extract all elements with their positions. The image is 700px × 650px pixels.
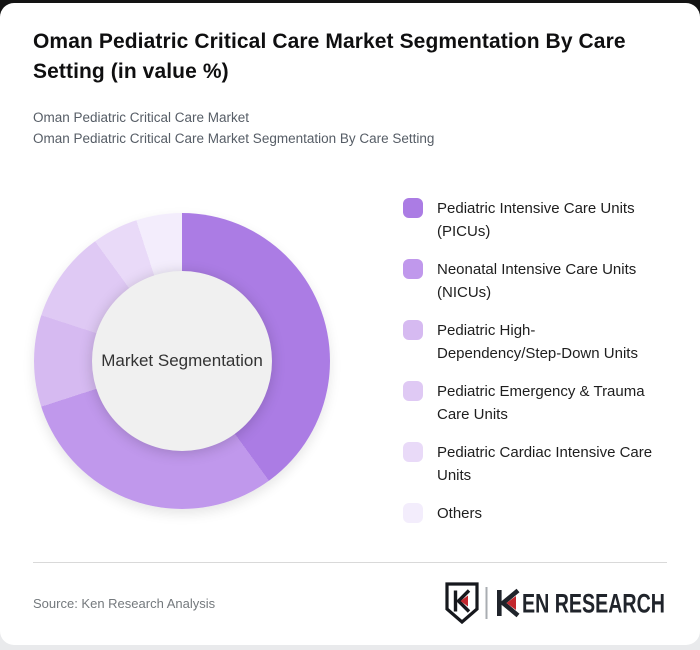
donut-chart: Market Segmentation	[34, 213, 330, 509]
legend-label: Pediatric High-Dependency/Step-Down Unit…	[437, 322, 638, 362]
chart-card: Oman Pediatric Critical Care Market Segm…	[0, 3, 700, 645]
shield-k-icon	[445, 582, 479, 624]
ken-research-logo: EN RESEARCH	[445, 582, 667, 624]
chart-title: Oman Pediatric Critical Care Market Segm…	[33, 30, 626, 83]
legend-swatch	[403, 198, 423, 218]
legend-swatch	[403, 320, 423, 340]
legend-item-cardiac[interactable]: Pediatric Cardiac Intensive Care Units	[403, 441, 667, 487]
logo-wordmark-text: EN RESEARCH	[522, 589, 665, 619]
footer-divider	[33, 562, 667, 563]
legend-swatch	[403, 381, 423, 401]
legend-swatch	[403, 259, 423, 279]
subtitle-line-1: Oman Pediatric Critical Care Market	[33, 110, 250, 125]
legend-label: Neonatal Intensive Care Units (NICUs)	[437, 261, 637, 301]
footer: Source: Ken Research Analysis	[33, 563, 667, 643]
ken-research-logo-graphic: EN RESEARCH	[445, 582, 665, 624]
legend-swatch	[403, 442, 423, 462]
legend-item-others[interactable]: Others	[403, 502, 667, 525]
legend-label: Pediatric Intensive Care Units (PICUs)	[437, 200, 635, 240]
legend-label: Pediatric Cardiac Intensive Care Units	[437, 444, 653, 484]
legend-label: Pediatric Emergency & Trauma Care Units	[437, 383, 645, 423]
chart-legend: Pediatric Intensive Care Units (PICUs) N…	[403, 197, 667, 525]
legend-swatch	[403, 503, 423, 523]
legend-label: Others	[437, 505, 483, 522]
legend-item-picus[interactable]: Pediatric Intensive Care Units (PICUs)	[403, 197, 667, 243]
chart-area: Market Segmentation Pediatric Intensive …	[33, 195, 667, 525]
legend-item-emergency-trauma[interactable]: Pediatric Emergency & Trauma Care Units	[403, 380, 667, 426]
chart-subtitle: Oman Pediatric Critical Care Market Oman…	[33, 108, 667, 149]
legend-item-nicus[interactable]: Neonatal Intensive Care Units (NICUs)	[403, 258, 667, 304]
legend-item-high-dependency[interactable]: Pediatric High-Dependency/Step-Down Unit…	[403, 319, 667, 365]
logo-divider	[485, 587, 488, 619]
source-text: Source: Ken Research Analysis	[33, 595, 216, 611]
logo-k-glyph	[497, 588, 520, 618]
subtitle-line-2: Oman Pediatric Critical Care Market Segm…	[33, 130, 435, 146]
donut-center-label: Market Segmentation	[92, 271, 272, 451]
